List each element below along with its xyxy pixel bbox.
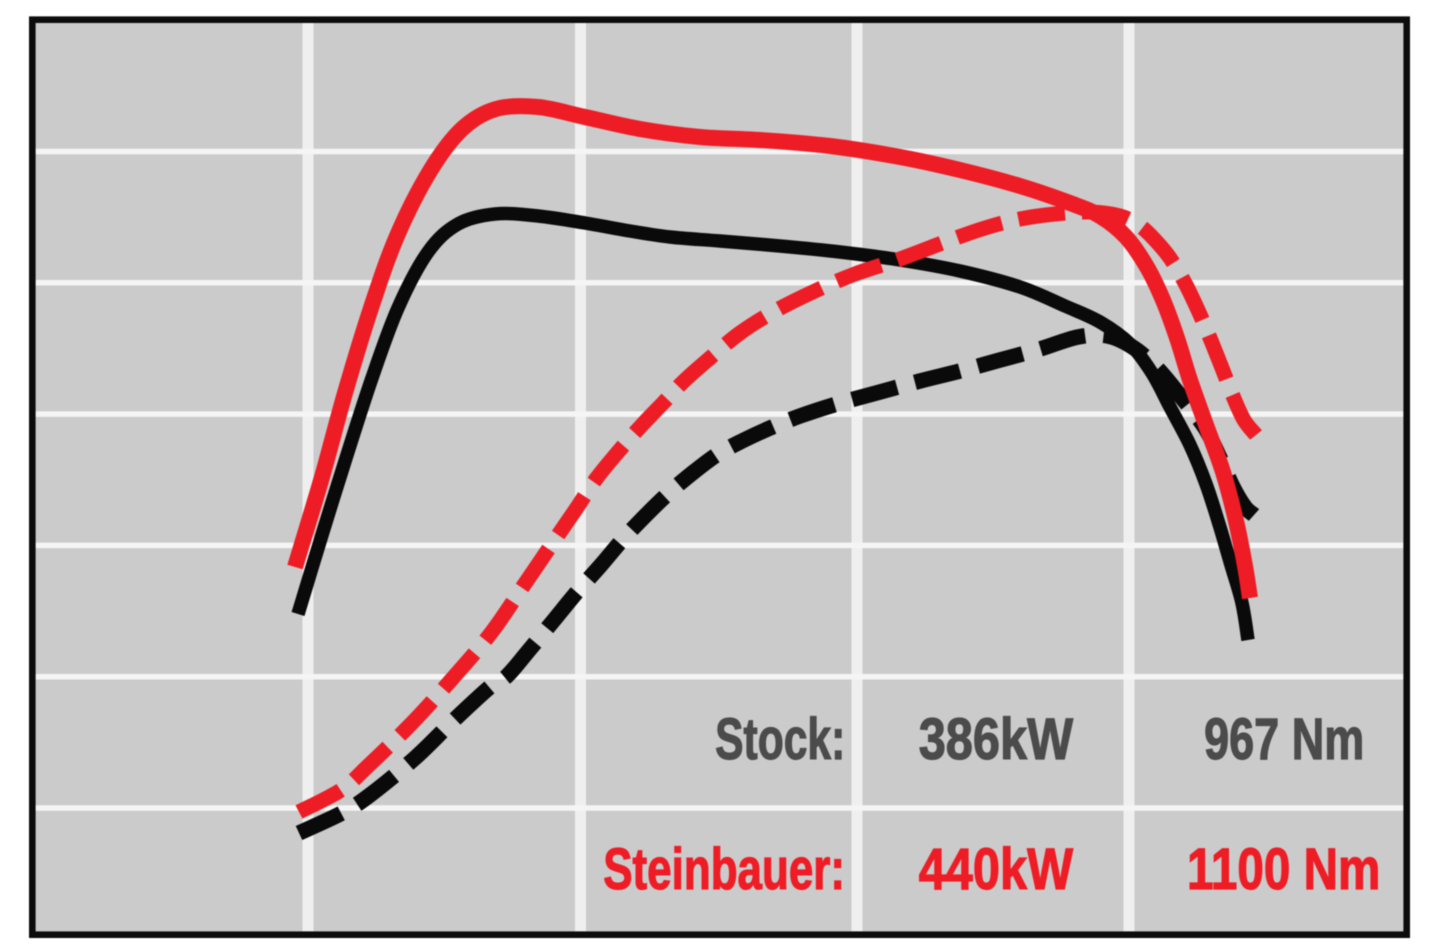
stock-row-label: Stock: bbox=[404, 707, 845, 772]
steinbauer-torque-curve bbox=[287, 98, 1258, 600]
steinbauer-torque-text: 1100 Nm bbox=[1187, 837, 1381, 902]
plot-background bbox=[29, 16, 1410, 938]
steinbauer-row-label: Steinbauer: bbox=[404, 837, 846, 902]
steinbauer-label-text: Steinbauer: bbox=[603, 837, 846, 902]
stock-torque-value: 967 Nm bbox=[1084, 707, 1431, 772]
stock-torque-curve bbox=[291, 206, 1255, 642]
steinbauer-power-curve bbox=[295, 204, 1262, 819]
steinbauer-power-text: 440kW bbox=[918, 837, 1074, 902]
stock-power-text: 386kW bbox=[918, 707, 1074, 772]
stock-torque-text: 967 Nm bbox=[1203, 707, 1365, 772]
stock-power-curve bbox=[295, 327, 1260, 841]
steinbauer-power-value: 440kW bbox=[796, 837, 1196, 902]
stock-label-text: Stock: bbox=[714, 707, 845, 772]
chart-frame-border bbox=[28, 16, 1411, 939]
stock-power-value: 386kW bbox=[796, 707, 1196, 772]
steinbauer-torque-value: 1100 Nm bbox=[1084, 837, 1431, 902]
